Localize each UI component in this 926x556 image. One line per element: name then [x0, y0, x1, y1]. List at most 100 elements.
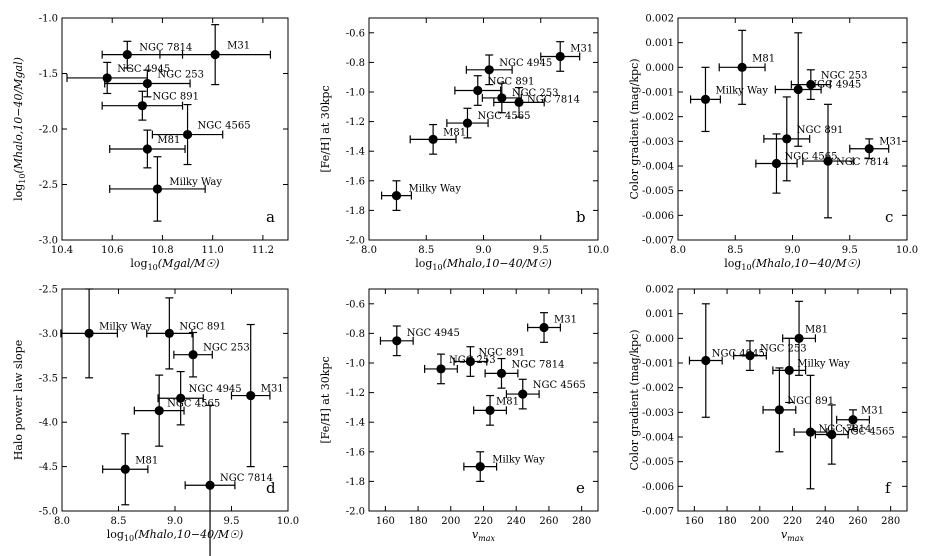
- data-marker: [771, 158, 782, 169]
- point-label: NGC 4565: [784, 152, 837, 163]
- data-marker: [188, 350, 198, 360]
- data-marker: [152, 184, 163, 194]
- data-point-ngc-891: NGC 891: [762, 367, 834, 453]
- data-marker: [782, 134, 792, 144]
- y-tick-label: -0.6: [346, 28, 365, 39]
- point-label: NGC 891: [488, 77, 535, 88]
- data-marker: [485, 405, 495, 415]
- point-label: M81: [805, 324, 828, 335]
- y-tick-label: -5.0: [39, 507, 58, 518]
- point-label: NGC 253: [821, 71, 868, 82]
- y-tick-label: -0.007: [642, 236, 674, 247]
- point-label: Milky Way: [99, 321, 152, 332]
- x-tick-label: 11.0: [202, 245, 224, 256]
- data-marker: [784, 365, 794, 375]
- panel-b: 8.0 8.5 9.0 9.5 10.0 -0.6 -0.8 -1.0 -1.2 -1.4 -1.6…: [319, 17, 609, 272]
- data-marker: [484, 65, 494, 75]
- point-label: NGC 253: [449, 355, 496, 366]
- data-marker: [827, 429, 837, 440]
- point-label: Milky Way: [169, 177, 222, 188]
- data-marker: [462, 118, 473, 128]
- x-tick-label: 200: [750, 516, 769, 527]
- y-tick-label: 0.002: [645, 285, 674, 296]
- y-tick-label: -4.0: [39, 418, 58, 429]
- data-point-milky-way: Milky Way: [772, 337, 850, 404]
- data-point-ngc-4565: NGC 4565: [133, 374, 220, 447]
- point-label: NGC 7814: [139, 43, 192, 54]
- y-tick-label: -0.6: [346, 299, 365, 310]
- data-point-m31: M31: [159, 24, 272, 86]
- point-label: M31: [861, 406, 884, 417]
- x-tick-label: 180: [409, 516, 428, 527]
- x-tick-label: 8.0: [54, 516, 70, 527]
- point-label: M81: [496, 396, 519, 407]
- data-point-ngc-253: NGC 253: [173, 331, 250, 378]
- y-tick-label: -3.0: [39, 329, 58, 340]
- y-tick-label: 0.002: [645, 14, 674, 25]
- data-marker: [514, 97, 524, 107]
- point-label: M31: [570, 43, 593, 54]
- y-tick-label: -3.0: [39, 236, 58, 247]
- data-marker: [120, 464, 130, 474]
- point-label: NGC 4565: [167, 399, 220, 410]
- point-label: M81: [752, 53, 775, 64]
- data-point-ngc-891: NGC 891: [146, 297, 226, 370]
- data-point-ngc-891: NGC 891: [101, 90, 199, 121]
- y-tick-label: -0.003: [642, 137, 674, 148]
- panel-letter: d: [266, 479, 276, 497]
- y-tick-label: -0.003: [642, 408, 674, 419]
- data-point-milky-way: Milky Way: [689, 66, 768, 133]
- data-point-ngc-891: NGC 891: [453, 346, 525, 377]
- x-tick-label: 10.0: [587, 245, 609, 256]
- data-point-milky-way: Milky Way: [60, 288, 152, 379]
- point-label: NGC 891: [152, 92, 199, 103]
- data-marker: [794, 333, 804, 343]
- data-marker: [745, 351, 755, 361]
- data-marker: [496, 368, 507, 378]
- x-tick-label: 220: [783, 516, 802, 527]
- y-tick-label: -0.8: [346, 329, 365, 340]
- y-tick-label: -1.8: [346, 206, 365, 217]
- data-point-m81: M81: [473, 394, 519, 426]
- data-point-ngc-4565: NGC 4565: [814, 404, 895, 465]
- point-label: NGC 7814: [527, 94, 580, 105]
- point-label: NGC 4945: [499, 58, 552, 69]
- panel-letter: c: [885, 208, 893, 226]
- x-axis-label: log10(Mhalo,10−40/M☉): [724, 257, 861, 272]
- x-axis-label: vmax: [472, 528, 496, 543]
- y-axis-label: Halo power law slope: [12, 340, 25, 460]
- point-label: M31: [227, 41, 250, 52]
- point-label: NGC 4945: [712, 349, 765, 360]
- x-tick-label: 9.5: [533, 245, 549, 256]
- point-label: NGC 4565: [198, 121, 251, 132]
- y-tick-label: -0.007: [642, 507, 674, 518]
- data-marker: [805, 427, 816, 437]
- point-label: NGC 253: [512, 88, 559, 99]
- point-label: NGC 891: [797, 125, 844, 136]
- y-tick-label: -0.8: [346, 58, 365, 69]
- data-point-ngc-253: NGC 253: [481, 82, 559, 114]
- data-point-m31: M31: [836, 406, 884, 431]
- point-label: NGC 891: [179, 321, 226, 332]
- y-tick-label: -1.2: [346, 388, 365, 399]
- panel-d: 8.0 8.5 9.0 9.5 10.0 -2.5 -3.0 -3.5 -4.0 -4.5 -5.0…: [12, 285, 299, 556]
- data-marker: [391, 191, 402, 201]
- data-marker: [793, 84, 803, 95]
- y-tick-label: 0.000: [645, 63, 674, 74]
- x-tick-label: 160: [685, 516, 704, 527]
- data-point-ngc-4565: NGC 4565: [151, 103, 251, 166]
- y-axis-label: Color gradient (mag/kpc): [628, 58, 641, 199]
- y-tick-label: -0.005: [642, 186, 674, 197]
- data-point-ngc-891: NGC 891: [763, 96, 844, 182]
- x-tick-label: 180: [718, 516, 737, 527]
- data-point-ngc-4565: NGC 4565: [446, 107, 531, 139]
- data-marker: [737, 62, 747, 72]
- x-axis-label: log10(Mhalo,10−40/M☉): [415, 257, 552, 272]
- y-axis-label: [Fe/H] at 30kpc: [319, 356, 332, 443]
- data-point-ngc-7814: NGC 7814: [101, 40, 192, 69]
- y-tick-label: -2.0: [346, 236, 365, 247]
- x-tick-label: 8.5: [727, 245, 743, 256]
- data-marker: [539, 322, 549, 333]
- data-marker: [122, 50, 132, 60]
- data-point-milky-way: Milky Way: [463, 451, 545, 482]
